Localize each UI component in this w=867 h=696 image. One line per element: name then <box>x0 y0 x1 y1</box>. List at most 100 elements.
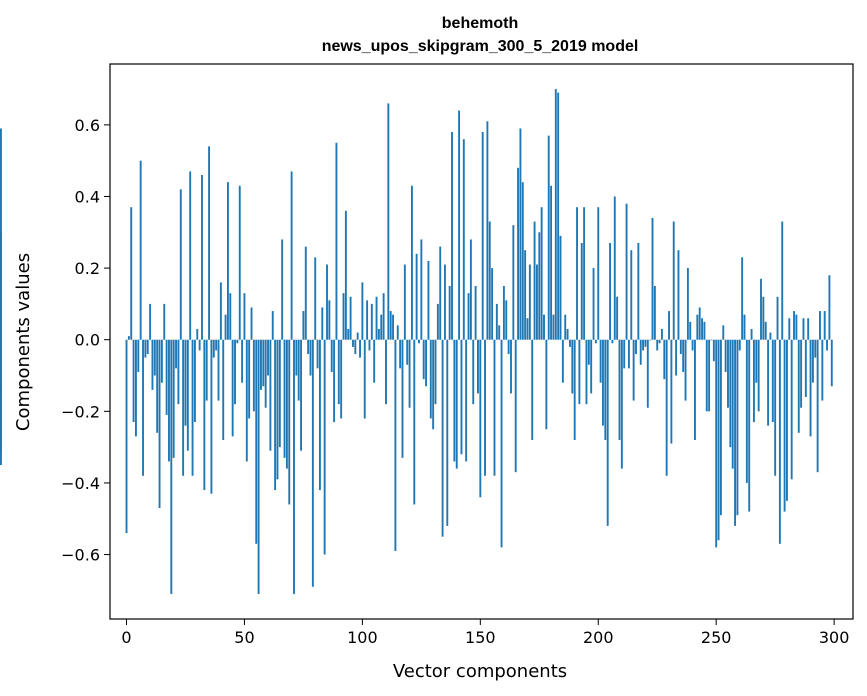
bar <box>616 296 619 340</box>
bar <box>488 221 491 340</box>
bar <box>767 339 770 426</box>
bar <box>757 339 760 412</box>
bar <box>800 339 803 408</box>
bar <box>288 339 291 505</box>
bar <box>285 339 288 469</box>
bar <box>439 246 442 340</box>
bar <box>349 296 352 340</box>
bar <box>552 314 555 340</box>
bar <box>359 339 361 358</box>
bar <box>130 207 133 340</box>
bar <box>644 339 647 347</box>
bar <box>238 185 241 340</box>
bar <box>352 339 354 347</box>
x-tick-label: 50 <box>234 628 254 647</box>
bar <box>160 339 163 383</box>
bar <box>514 339 517 473</box>
plot-frame <box>109 63 854 620</box>
bar <box>778 339 781 544</box>
bar <box>498 325 501 340</box>
bar <box>668 311 670 340</box>
bar <box>385 339 387 405</box>
bar <box>165 339 168 415</box>
bar <box>146 339 149 355</box>
bar <box>193 339 196 423</box>
bars-group <box>0 89 833 594</box>
bar <box>599 339 602 383</box>
bar <box>179 189 182 340</box>
bar <box>512 225 515 340</box>
bar <box>458 110 461 340</box>
bar <box>819 311 821 340</box>
bar <box>326 264 328 340</box>
bar <box>748 339 751 512</box>
bar <box>203 339 206 491</box>
bar <box>396 325 399 340</box>
bar <box>236 339 239 344</box>
bar <box>135 339 137 437</box>
bar <box>632 339 635 401</box>
bar <box>786 339 788 501</box>
bar <box>132 339 135 423</box>
bar <box>535 264 538 340</box>
bar <box>689 321 692 340</box>
bar <box>736 339 739 516</box>
bar <box>701 318 703 340</box>
bar <box>434 339 437 405</box>
bar <box>290 171 293 340</box>
bar <box>807 318 810 340</box>
bar <box>642 339 645 351</box>
bar <box>307 339 310 355</box>
bar <box>696 314 699 340</box>
bar <box>830 339 833 387</box>
bar <box>661 328 663 340</box>
bar <box>547 135 550 340</box>
bar <box>738 339 741 351</box>
bar <box>724 339 727 372</box>
bar <box>309 339 312 376</box>
bar <box>609 243 611 340</box>
bar <box>620 339 623 469</box>
y-tick-label: 0.4 <box>75 187 100 206</box>
bar <box>809 339 812 437</box>
bar <box>460 339 463 455</box>
bar <box>602 339 604 426</box>
bar <box>217 339 220 401</box>
bar <box>663 339 666 380</box>
bar <box>507 339 510 355</box>
bar <box>691 339 694 351</box>
bar <box>717 339 720 541</box>
bar <box>245 339 248 462</box>
y-ticks-group: −0.6 −0.4 −0.2 0.0 0.2 0.4 0.6 <box>61 116 110 565</box>
bar <box>771 339 774 423</box>
bar <box>224 314 227 340</box>
bar <box>561 339 564 383</box>
bar <box>177 339 180 405</box>
bar <box>493 339 496 476</box>
bar <box>264 339 267 408</box>
bar <box>550 185 553 340</box>
bar <box>330 339 333 372</box>
bar <box>670 339 673 444</box>
bar <box>500 339 503 548</box>
bar <box>153 339 156 376</box>
bar <box>755 339 758 383</box>
bar <box>274 339 277 491</box>
bar <box>710 339 713 341</box>
bar <box>623 339 626 369</box>
bar <box>453 339 456 462</box>
bar <box>321 307 324 340</box>
bar <box>545 339 548 430</box>
bar <box>750 328 753 340</box>
bar <box>571 339 574 394</box>
x-tick-label: 100 <box>347 628 378 647</box>
bar <box>790 339 793 480</box>
bar <box>524 250 527 340</box>
bar <box>559 235 562 340</box>
bar <box>519 128 522 340</box>
bar <box>403 264 406 340</box>
bar <box>795 314 798 340</box>
bar <box>215 339 218 351</box>
bar <box>797 339 800 433</box>
